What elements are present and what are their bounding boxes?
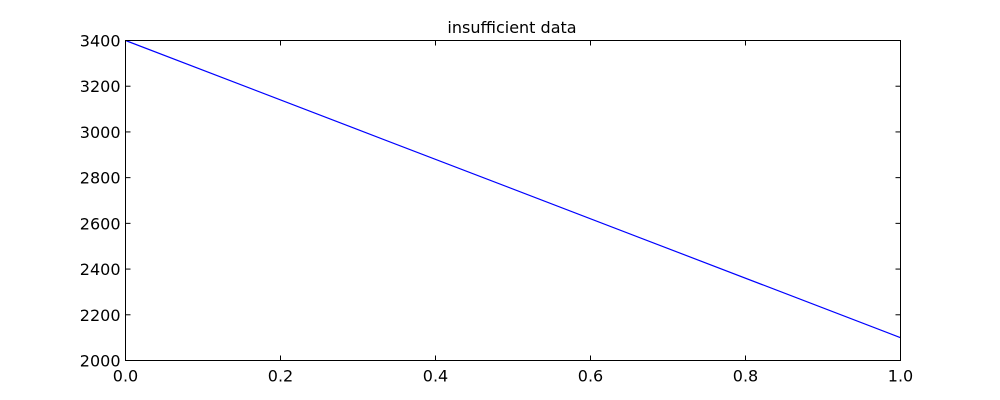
x-tick-label: 0.0 bbox=[113, 367, 138, 386]
y-tick-label: 3400 bbox=[80, 32, 121, 51]
x-tick-labels: 0.0 0.2 0.4 0.6 0.8 1.0 bbox=[113, 367, 913, 386]
x-tick-label: 0.6 bbox=[578, 367, 603, 386]
series-line-0 bbox=[125, 39, 901, 339]
x-tick-label: 0.2 bbox=[268, 367, 293, 386]
y-tick-label: 3000 bbox=[80, 123, 121, 142]
y-tick-labels: 2000 2200 2400 2600 2800 3000 3200 3400 bbox=[80, 32, 121, 371]
y-tick-label: 2200 bbox=[80, 306, 121, 325]
x-tick-label: 0.8 bbox=[733, 367, 758, 386]
x-tick-label: 1.0 bbox=[888, 367, 913, 386]
y-tick-label: 2800 bbox=[80, 169, 121, 188]
plot-frame bbox=[125, 40, 901, 361]
y-tick-label: 2400 bbox=[80, 260, 121, 279]
series-layer bbox=[125, 39, 901, 339]
chart-title: insufficient data bbox=[447, 18, 576, 37]
y-tick-label: 2000 bbox=[80, 352, 121, 371]
x-tick-label: 0.4 bbox=[423, 367, 448, 386]
y-tick-label: 2600 bbox=[80, 214, 121, 233]
y-tick-label: 3200 bbox=[80, 77, 121, 96]
